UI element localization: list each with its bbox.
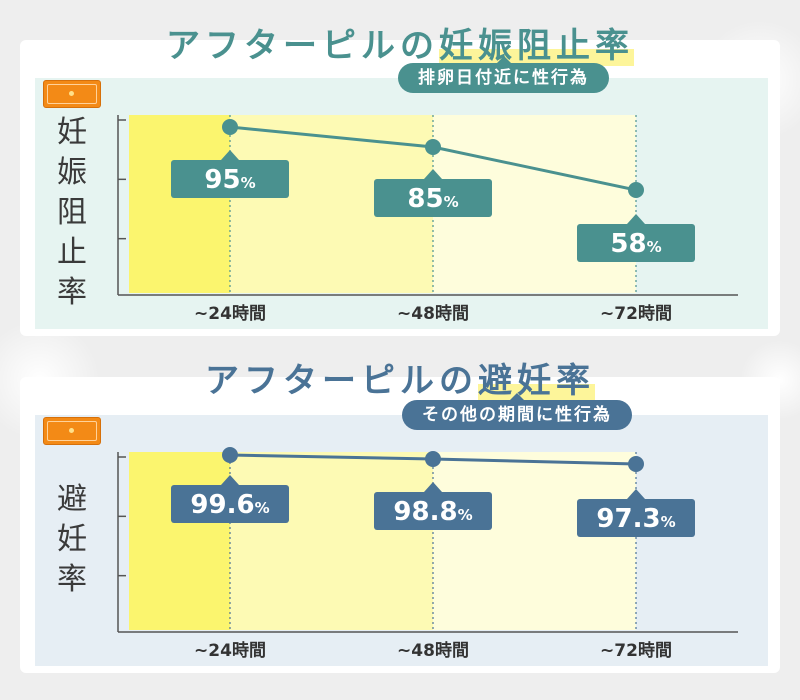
chart-2-title-prefix: アフターピルの <box>205 361 478 401</box>
x-tick-label: ~24時間 <box>194 303 266 324</box>
band-72h <box>433 452 636 630</box>
x-tick-label: ~24時間 <box>194 640 266 661</box>
chart-1-title-highlight: 妊娠阻止率 <box>439 26 634 66</box>
data-point <box>628 456 644 472</box>
chart-2-y-label: 避 妊 率 <box>57 482 87 597</box>
value-label: 98.8% <box>393 497 472 527</box>
value-label-box <box>374 179 492 217</box>
chart-2-title: アフターピルの避妊率 <box>0 353 800 402</box>
value-label-box <box>577 499 695 537</box>
data-point <box>628 182 644 198</box>
band-24h <box>129 452 230 630</box>
value-label: 85% <box>407 184 458 214</box>
label-pointer <box>424 169 442 179</box>
chart-1-y-label: 妊 娠 阻 止 率 <box>57 115 87 310</box>
chart-1-title-prefix: アフターピルの <box>166 26 439 66</box>
label-pointer <box>424 482 442 492</box>
label-pointer <box>627 214 645 224</box>
x-tick-label: ~72時間 <box>600 640 672 661</box>
chart-2-title-highlight: 避妊率 <box>478 361 595 401</box>
value-label: 95% <box>204 165 255 195</box>
x-tick-label: ~48時間 <box>397 640 469 661</box>
chart-1-condition-badge: 排卵日付近に性行為 <box>398 56 609 93</box>
chart-2-condition-badge: その他の期間に性行為 <box>402 393 632 430</box>
label-pointer <box>221 150 239 160</box>
data-point <box>425 139 441 155</box>
value-label: 99.6% <box>190 490 269 520</box>
value-label: 58% <box>610 229 661 259</box>
x-tick-label: ~72時間 <box>600 303 672 324</box>
band-48h <box>230 452 433 630</box>
chart-1-title: アフターピルの妊娠阻止率 <box>0 18 800 67</box>
data-point <box>425 451 441 467</box>
value-label: 97.3% <box>596 504 675 534</box>
pill-package-icon <box>43 80 101 108</box>
data-point <box>222 119 238 135</box>
value-label-box <box>374 492 492 530</box>
label-pointer <box>221 475 239 485</box>
value-label-box <box>577 224 695 262</box>
chart-1: 95% 85% 58% ~24時間 ~48時間 ~72時間 <box>35 78 768 329</box>
band-24h <box>129 115 230 293</box>
data-point <box>222 447 238 463</box>
label-pointer <box>627 489 645 499</box>
pill-package-icon <box>43 417 101 445</box>
x-tick-label: ~48時間 <box>397 303 469 324</box>
value-label-box <box>171 485 289 523</box>
value-label-box <box>171 160 289 198</box>
chart-2: 99.6% 98.8% 97.3% ~24時間 ~48時間 ~72時間 <box>35 415 768 666</box>
